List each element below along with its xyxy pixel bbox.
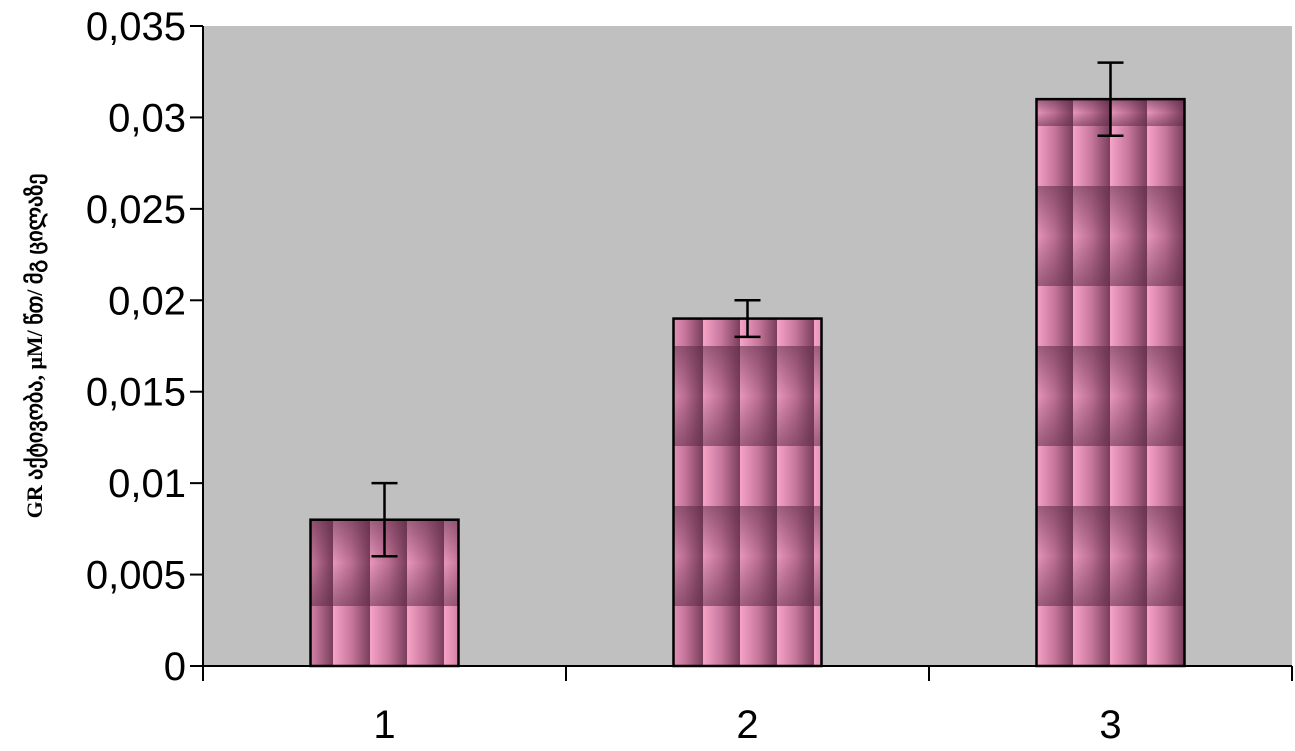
bar-band [1036,346,1185,446]
y-tick-label: 0,015 [86,371,186,415]
x-tick-label: 1 [373,703,395,746]
bar [1035,97,1186,668]
bar-band [1036,506,1185,606]
y-axis-label: GR აქტივობა, μM/ წთ/ მგ ცილაზე [22,174,48,519]
y-tick-label: 0,025 [86,188,186,232]
x-ticks-group: 1 2 3 [202,666,1293,747]
y-tick-label: 0,03 [108,96,186,140]
y-tick-label: 0,01 [108,462,186,506]
y-tick-label: 0,035 [86,5,186,49]
y-ticks-group: 0 0,005 0,01 0,015 0,02 0,025 0,03 0,035 [86,5,203,689]
bars-group [309,97,1186,668]
error-bar [734,299,761,339]
y-tick-label: 0,005 [86,554,186,598]
error-bars-group [371,61,1124,558]
bar-band [673,506,822,606]
y-tick-label: 0 [164,645,186,689]
bar-band [673,346,822,446]
y-tick-label: 0,02 [108,279,186,323]
error-bar [1097,61,1124,137]
bar-band [1036,186,1185,286]
error-bar [371,481,398,558]
x-tick-label: 3 [1099,703,1121,746]
bar [672,317,823,668]
x-tick-label: 2 [736,703,758,746]
